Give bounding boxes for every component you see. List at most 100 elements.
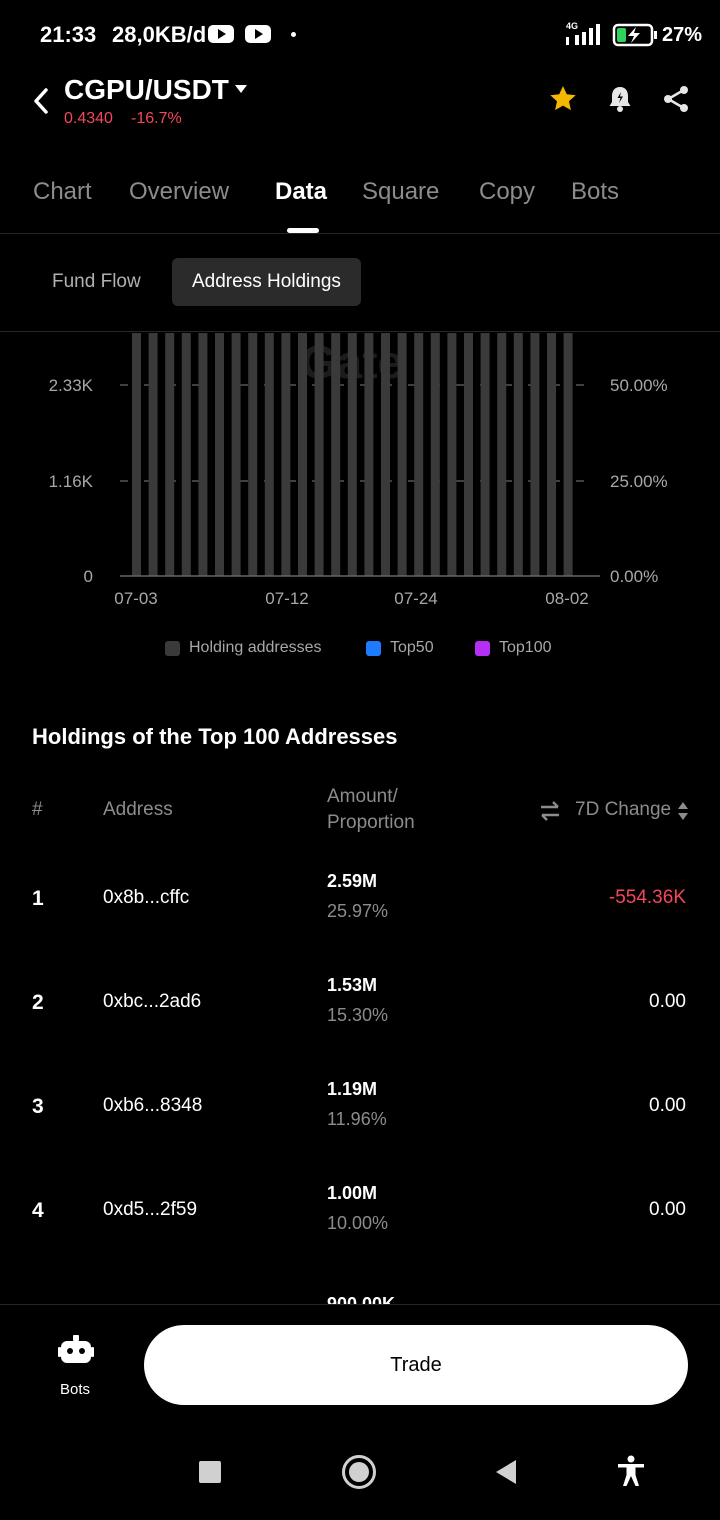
x-tick-label: 08-02 <box>545 589 588 608</box>
col-header-address: Address <box>103 799 173 820</box>
chart-bar <box>165 333 175 576</box>
holdings-chart[interactable]: Gate01.16K2.33K0.00%25.00%50.00%07-0307-… <box>0 333 720 673</box>
tab-copy[interactable]: Copy <box>479 178 536 205</box>
row-address: 0x8b...cffc <box>103 887 190 908</box>
chart-bar <box>381 333 390 576</box>
holdings-chart-svg: Gate01.16K2.33K0.00%25.00%50.00%07-0307-… <box>49 333 668 608</box>
tab-data[interactable]: Data <box>275 178 328 205</box>
chart-bar <box>530 333 540 576</box>
subtab-fund-flow[interactable]: Fund Flow <box>52 271 141 292</box>
x-tick-label: 07-12 <box>265 589 308 608</box>
status-time: 21:33 <box>40 22 97 47</box>
youtube-notification-icon <box>208 25 234 43</box>
row-amount: 2.59M <box>327 871 378 891</box>
row-7d-change: 0.00 <box>649 1095 686 1116</box>
main-tabs: Chart Overview Data Square Copy Bots <box>0 168 720 234</box>
chart-bar <box>181 333 191 576</box>
row-amount-partial: 900.00K <box>327 1294 396 1304</box>
row-proportion: 25.97% <box>327 901 389 921</box>
bots-label[interactable]: Bots <box>60 1381 91 1398</box>
legend-label: Top100 <box>499 639 552 656</box>
bell-icon[interactable] <box>605 84 635 114</box>
col-header-index: # <box>32 799 43 820</box>
chart-bar <box>314 333 324 576</box>
signal-icon: 4G <box>566 21 600 45</box>
y-tick-label-left: 0 <box>84 567 93 586</box>
legend-label: Holding addresses <box>189 639 322 656</box>
y-tick-label-right: 25.00% <box>610 472 668 491</box>
chevron-down-icon[interactable] <box>235 85 247 93</box>
share-icon[interactable] <box>661 84 691 114</box>
bottom-action-bar: Bots Trade <box>0 1304 720 1424</box>
chart-bar <box>513 333 523 576</box>
recents-icon[interactable] <box>198 1460 222 1484</box>
chart-bar <box>132 333 141 576</box>
system-nav-bar <box>0 1424 720 1520</box>
chart-bar <box>464 333 473 576</box>
row-amount: 1.00M <box>327 1183 378 1203</box>
nav-back-icon[interactable] <box>494 1459 518 1485</box>
chart-bar <box>231 333 241 576</box>
legend-item-top100[interactable]: Top100 <box>475 636 552 660</box>
y-tick-label-right: 50.00% <box>610 376 668 395</box>
table-row[interactable]: 3 0xb6...8348 1.19M 11.96% 0.00 <box>0 1061 720 1165</box>
chart-bar <box>480 333 490 576</box>
x-tick-label: 07-03 <box>114 589 157 608</box>
row-address: 0xd5...2f59 <box>103 1199 198 1220</box>
table-row[interactable]: 1 0x8b...cffc 2.59M 25.97% -554.36K <box>0 853 720 957</box>
col-header-amount: Amount/ <box>327 786 398 807</box>
chart-bar <box>547 333 556 576</box>
y-tick-label-left: 1.16K <box>49 472 94 491</box>
col-header-7d-change[interactable]: 7D Change <box>575 799 672 820</box>
legend-swatch <box>475 640 490 656</box>
back-icon[interactable] <box>30 86 54 116</box>
price-change: -16.7% <box>131 110 182 127</box>
row-7d-change: -554.36K <box>608 887 686 908</box>
trade-button[interactable]: Trade <box>144 1325 688 1405</box>
more-notifications-icon <box>291 32 296 37</box>
chart-bar <box>248 333 258 576</box>
robot-icon[interactable] <box>58 1335 94 1367</box>
row-proportion: 10.00% <box>327 1213 389 1233</box>
row-7d-change: 0.00 <box>649 991 686 1012</box>
row-address: 0xb6...8348 <box>103 1095 203 1116</box>
chart-bar <box>298 333 307 576</box>
active-tab-indicator <box>287 228 319 233</box>
youtube-notification-icon <box>245 25 271 43</box>
row-proportion: 15.30% <box>327 1005 389 1025</box>
tab-chart[interactable]: Chart <box>33 178 92 205</box>
chart-bar <box>563 333 573 576</box>
table-row[interactable]: 4 0xd5...2f59 1.00M 10.00% 0.00 <box>0 1165 720 1269</box>
legend-swatch <box>165 640 180 656</box>
row-index: 3 <box>32 1095 44 1118</box>
accessibility-icon[interactable] <box>616 1455 646 1487</box>
tab-bots[interactable]: Bots <box>571 178 620 205</box>
pair-title[interactable]: CGPU/USDT <box>64 74 229 105</box>
status-bar: 21:33 28,0KB/d 4G 27% <box>0 0 720 70</box>
home-icon[interactable] <box>341 1454 377 1490</box>
tab-overview[interactable]: Overview <box>129 178 230 205</box>
row-7d-change: 0.00 <box>649 1199 686 1220</box>
y-tick-label-right: 0.00% <box>610 567 658 586</box>
chart-bar <box>281 333 291 576</box>
chart-bar <box>497 333 507 576</box>
subtab-address-holdings[interactable]: Address Holdings <box>172 258 361 306</box>
row-proportion: 11.96% <box>327 1109 387 1129</box>
row-index: 4 <box>32 1199 44 1222</box>
section-title: Holdings of the Top 100 Addresses <box>32 724 398 749</box>
sort-icon[interactable] <box>677 800 689 822</box>
star-icon[interactable] <box>548 84 578 114</box>
tab-square[interactable]: Square <box>362 178 440 205</box>
row-amount: 1.19M <box>327 1079 378 1099</box>
chart-bar <box>447 333 457 576</box>
x-tick-label: 07-24 <box>394 589 437 608</box>
network-type-label: 4G <box>566 21 578 31</box>
pair-header: CGPU/USDT 0.4340 -16.7% <box>0 70 720 140</box>
row-index: 2 <box>32 991 44 1014</box>
legend-item-holding-addresses[interactable]: Holding addresses <box>165 636 322 660</box>
swap-icon[interactable] <box>538 800 562 822</box>
legend-item-top50[interactable]: Top50 <box>366 636 434 660</box>
legend-swatch <box>366 640 381 656</box>
table-row[interactable]: 2 0xbc...2ad6 1.53M 15.30% 0.00 <box>0 957 720 1061</box>
last-price: 0.4340 <box>64 110 113 127</box>
